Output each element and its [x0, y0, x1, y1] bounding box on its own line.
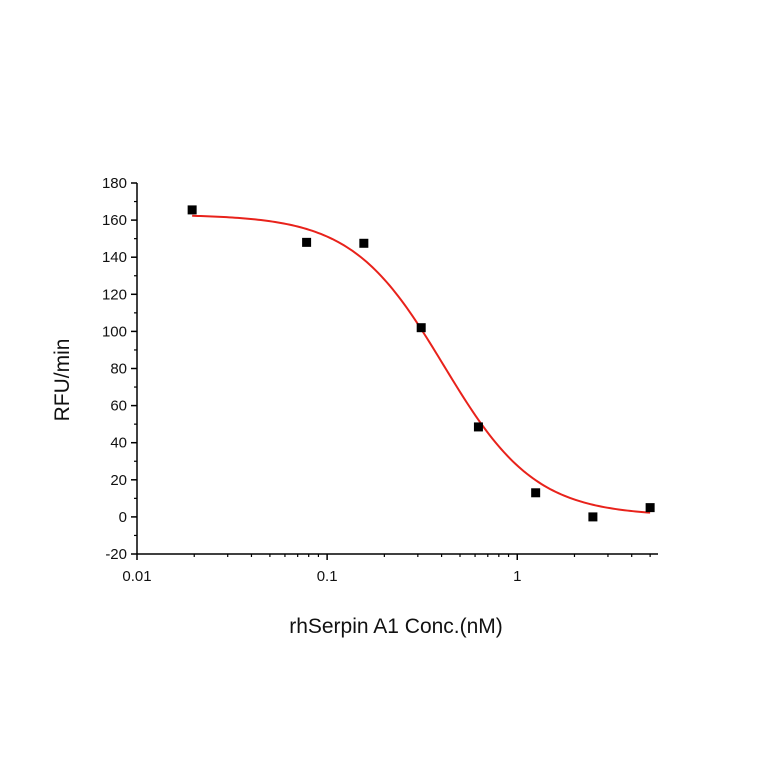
y-axis-title: RFU/min [51, 339, 74, 422]
y-tick-label: 120 [102, 286, 127, 303]
data-point [302, 237, 312, 247]
y-tick-label: 0 [119, 509, 127, 526]
y-tick-label: 180 [102, 175, 127, 192]
data-point [531, 488, 541, 498]
data-point [187, 205, 197, 215]
x-tick-label: 0.01 [122, 568, 151, 585]
axes: -20 0 20 40 60 80 100 120 140 160 180 0.01 0.1 1 [102, 175, 658, 585]
y-tick-label: 40 [110, 435, 127, 452]
data-points-layer [187, 205, 655, 522]
y-tick-label: 80 [110, 361, 127, 378]
fit-curve [192, 214, 651, 514]
axis-labels: rhSerpin A1 Conc.(nM) RFU/min [51, 339, 503, 638]
y-tick-label: 60 [110, 398, 127, 415]
data-point [473, 422, 483, 432]
data-point [645, 503, 655, 513]
data-point [588, 512, 598, 522]
y-tick-label: 20 [110, 472, 127, 489]
data-point [416, 323, 426, 333]
y-tick-label: 140 [102, 249, 127, 266]
x-tick-label: 1 [513, 568, 521, 585]
y-tick-label: -20 [105, 546, 127, 563]
data-point [359, 238, 369, 248]
x-axis-title: rhSerpin A1 Conc.(nM) [289, 615, 503, 638]
fit-curve-layer [192, 214, 651, 514]
x-tick-label: 0.1 [317, 568, 338, 585]
y-tick-label: 160 [102, 212, 127, 229]
y-tick-label: 100 [102, 323, 127, 340]
